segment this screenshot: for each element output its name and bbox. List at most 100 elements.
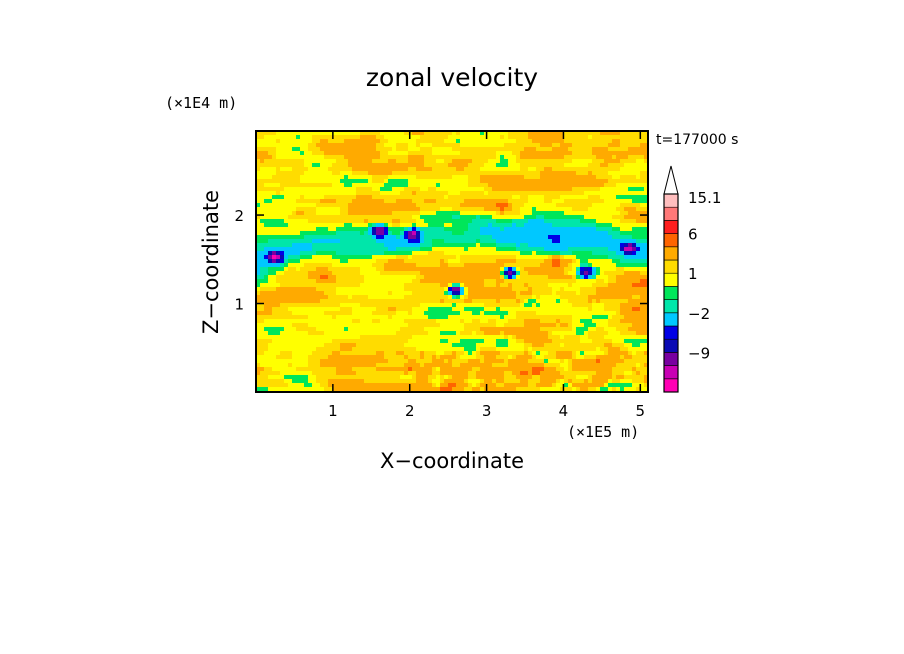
heatmap-cell (568, 323, 573, 328)
heatmap-cell (588, 259, 593, 264)
heatmap-cell (556, 231, 561, 236)
heatmap-cell (428, 131, 433, 136)
heatmap-cell (384, 299, 389, 304)
heatmap-cell (356, 327, 361, 332)
heatmap-cell (400, 195, 405, 200)
heatmap-cell (640, 207, 645, 212)
heatmap-cell (516, 271, 521, 276)
heatmap-cell (356, 135, 361, 140)
heatmap-cell (488, 151, 493, 156)
heatmap-cell (336, 279, 341, 284)
heatmap-cell (580, 183, 585, 188)
heatmap-cell (512, 143, 517, 148)
heatmap-cell (280, 159, 285, 164)
heatmap-cell (364, 319, 369, 324)
heatmap-cell (508, 135, 513, 140)
heatmap-cell (276, 139, 281, 144)
heatmap-cell (632, 271, 637, 276)
heatmap-cell (448, 311, 453, 316)
heatmap-cell (344, 215, 349, 220)
heatmap-cell (560, 291, 565, 296)
heatmap-cell (256, 319, 261, 324)
heatmap-cell (484, 211, 489, 216)
heatmap-cell (448, 143, 453, 148)
heatmap-cell (632, 291, 637, 296)
heatmap-cell (328, 195, 333, 200)
heatmap-cell (480, 311, 485, 316)
heatmap-cell (444, 143, 449, 148)
heatmap-cell (444, 259, 449, 264)
heatmap-cell (472, 267, 477, 272)
heatmap-cell (600, 247, 605, 252)
heatmap-cell (580, 323, 585, 328)
heatmap-cell (332, 267, 337, 272)
heatmap-cell (328, 179, 333, 184)
heatmap-cell (592, 251, 597, 256)
heatmap-cell (456, 303, 461, 308)
heatmap-cell (628, 203, 633, 208)
heatmap-cell (404, 151, 409, 156)
heatmap-cell (288, 139, 293, 144)
heatmap-cell (640, 283, 645, 288)
heatmap-cell (440, 183, 445, 188)
heatmap-cell (292, 131, 297, 136)
heatmap-cell (344, 303, 349, 308)
heatmap-cell (600, 275, 605, 280)
heatmap-cell (348, 235, 353, 240)
heatmap-cell (496, 271, 501, 276)
heatmap-cell (492, 223, 497, 228)
heatmap-cell (328, 183, 333, 188)
heatmap-cell (328, 275, 333, 280)
heatmap-cell (488, 135, 493, 140)
heatmap-cell (608, 131, 613, 136)
heatmap-cell (292, 295, 297, 300)
heatmap-cell (584, 275, 589, 280)
heatmap-cell (564, 135, 569, 140)
heatmap-cell (300, 159, 305, 164)
heatmap-cell (628, 143, 633, 148)
heatmap-cell (348, 191, 353, 196)
heatmap-cell (304, 311, 309, 316)
heatmap-cell (356, 295, 361, 300)
heatmap-cell (380, 211, 385, 216)
heatmap-cell (376, 323, 381, 328)
heatmap-cell (424, 323, 429, 328)
heatmap-cell (280, 331, 285, 336)
heatmap-cell (544, 291, 549, 296)
heatmap-cell (292, 259, 297, 264)
heatmap-cell (600, 235, 605, 240)
heatmap-cell (408, 239, 413, 244)
heatmap-cell (564, 307, 569, 312)
heatmap-cell (624, 187, 629, 192)
heatmap-cell (392, 247, 397, 252)
heatmap-cell (372, 207, 377, 212)
heatmap-cell (304, 175, 309, 180)
heatmap-cell (300, 223, 305, 228)
heatmap-cell (348, 295, 353, 300)
heatmap-cell (344, 147, 349, 152)
heatmap-cell (384, 303, 389, 308)
heatmap-cell (496, 143, 501, 148)
heatmap-cell (524, 303, 529, 308)
heatmap-cell (628, 323, 633, 328)
heatmap-cell (280, 211, 285, 216)
heatmap-cell (264, 155, 269, 160)
heatmap-cell (304, 135, 309, 140)
heatmap-cell (468, 311, 473, 316)
heatmap-cell (568, 223, 573, 228)
heatmap-cell (404, 291, 409, 296)
heatmap-cell (472, 327, 477, 332)
heatmap-cell (572, 311, 577, 316)
heatmap-cell (412, 275, 417, 280)
heatmap-cell (280, 299, 285, 304)
heatmap-cell (628, 135, 633, 140)
heatmap-cell (400, 179, 405, 184)
heatmap-cell (632, 251, 637, 256)
heatmap-cell (492, 295, 497, 300)
heatmap-cell (528, 183, 533, 188)
heatmap-cell (544, 279, 549, 284)
heatmap-cell (460, 195, 465, 200)
heatmap-cell (640, 199, 645, 204)
heatmap-cell (376, 139, 381, 144)
heatmap-cell (268, 183, 273, 188)
